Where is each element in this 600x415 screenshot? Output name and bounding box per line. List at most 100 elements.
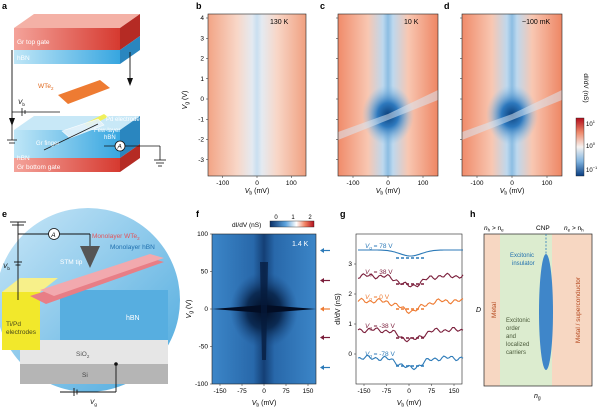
panel-b: b 130 K Vg (V) 4 3 2 1 0 -1 -2 -3 -100 0 100 Vb (… — [182, 1, 307, 197]
ylabel-b: Vg (V) — [182, 91, 191, 110]
ytick-label-f: 100 — [197, 231, 208, 238]
panel-d: d ~100 mK -100 0 100 Vb (mV) dI/dV (nS) 10… — [444, 1, 598, 197]
excitonic-order-line: and — [506, 334, 516, 340]
node-dot — [114, 362, 118, 366]
colorbar-tick-m1: 10−1 — [586, 165, 598, 174]
xlabel-h: ng — [534, 393, 541, 402]
ytick-label-b: 0 — [200, 96, 204, 103]
ytick-label-f: 50 — [201, 269, 209, 276]
curve-g — [357, 354, 464, 371]
label-vb-a: Vb — [18, 99, 25, 107]
xtick-label-c: 100 — [418, 180, 429, 187]
ti-pd-electrodes — [2, 292, 40, 350]
panel-label-d: d — [444, 1, 450, 11]
label-gr-finger: Gr finger — [36, 141, 59, 147]
ytick-label-b: 4 — [200, 15, 204, 22]
ytick-label-g: 2 — [348, 291, 352, 298]
label-metal-superconductor: Metal / superconductor — [575, 276, 582, 343]
label-hbn-top: hBN — [17, 55, 30, 62]
ytick-label-f: -50 — [199, 344, 209, 351]
panel-f: f dI/dV (nS) 0 1 2 1.4 K 100 50 0 -50 -100 -15… — [186, 209, 330, 409]
colorbar-f — [269, 220, 315, 228]
panel-g: g Vg = 78 VVg = 38 VVg = 0 VVg = -38 VVg… — [335, 209, 464, 409]
xtick-label-f: 150 — [303, 388, 314, 395]
xlabel-g: Vb (mV) — [397, 400, 422, 409]
few-layer-hbn — [61, 118, 105, 139]
ytick-label-b: -1 — [198, 116, 204, 123]
labels-g: Vg = 78 V Vg = 38 V Vg = 0 V Vg = -38 V Vg =… — [365, 243, 395, 359]
arrow-f-head-icon — [320, 306, 324, 312]
label-curve-g: Vg = 0 V — [365, 294, 390, 302]
colorbar-ticks-f: 0 1 2 — [274, 215, 312, 221]
top-gate-face — [14, 14, 140, 28]
label-monolayer-hbn: Monolayer hBN — [110, 244, 155, 251]
xtick-label-b: 100 — [286, 180, 297, 187]
xtick-label-d: 0 — [510, 180, 514, 187]
sio2-layer — [20, 340, 168, 364]
ytick-label-g: 1 — [348, 321, 352, 328]
colorbar-label-f: dI/dV (nS) — [232, 222, 261, 229]
ytick-label-b: -3 — [198, 157, 204, 164]
label-sio2: SiO2 — [76, 351, 90, 359]
yticks-g: 3 2 1 0 — [348, 261, 356, 358]
panel-label-h: h — [470, 209, 476, 219]
wte2-flake — [58, 80, 110, 104]
plot-h-frame — [483, 233, 593, 387]
yticks-f: 100 50 0 -50 -100 — [195, 231, 212, 388]
yticks-c — [336, 17, 338, 160]
colorbar-tick-0: 100 — [586, 141, 596, 150]
label-electrodes: electrodes — [6, 329, 37, 336]
arrows-f — [320, 248, 330, 370]
heatmap-c-diagonal — [338, 90, 438, 140]
label-excitonic-insulator-1: Excitonic — [510, 253, 534, 259]
panel-label-e: e — [2, 209, 7, 219]
label-metal: Metal — [491, 302, 498, 318]
xtick-label-g: 0 — [407, 388, 411, 395]
xtick-label-b: -100 — [216, 180, 229, 187]
label-excitonic-insulator-2: insulator — [512, 261, 535, 267]
temperature-f: 1.4 K — [292, 241, 309, 248]
ytick-label-f: -100 — [195, 381, 208, 388]
panel-label-b: b — [196, 1, 202, 11]
ytick-label-b: 3 — [200, 35, 204, 42]
colorbar-label-d: dI/dV (nS) — [582, 73, 589, 102]
label-vb-e: Vb — [3, 263, 10, 271]
heatmap-f-vertical — [260, 262, 268, 360]
xticks-f: -150 -75 0 75 150 — [213, 384, 314, 395]
label-ti-pd: Ti/Pd — [6, 321, 21, 328]
xtick-label-f: -150 — [213, 388, 226, 395]
xtick-label-b: 0 — [255, 180, 259, 187]
electrode-top — [2, 278, 58, 292]
label-excitonic-order: Excitonic order and localized carriers — [506, 318, 530, 356]
panel-label-f: f — [196, 209, 200, 219]
label-vg-e: Vg — [90, 399, 97, 407]
ytick-label-b: -2 — [198, 137, 204, 144]
colorbar-d — [575, 117, 585, 177]
xtick-label-g: -150 — [357, 388, 370, 395]
arrow-f-head-icon — [320, 335, 324, 340]
label-curve-g: Vg = -38 V — [365, 323, 395, 331]
panel-e: e A Vb STM tip Monolayer WTe2 — [0, 208, 180, 407]
monolayer-wte2-top — [40, 254, 164, 296]
xtick-label-g: -75 — [382, 388, 392, 395]
label-cnp: CNP — [536, 225, 550, 232]
arrow-f-head-icon — [320, 365, 324, 370]
heatmap-d-diagonal — [462, 90, 562, 140]
label-few-layer-hbn: hBN — [104, 135, 116, 141]
label-si: Si — [82, 372, 88, 379]
xlabel-c: Vb (mV) — [376, 188, 401, 197]
arrow-down-left-icon — [9, 118, 15, 126]
ylabel-h: D — [476, 307, 481, 314]
xtick-label-c: 0 — [386, 180, 390, 187]
temperature-c: 10 K — [404, 19, 419, 26]
top-hbn-side — [120, 36, 140, 64]
label-curve-g: Vg = 78 V — [365, 243, 393, 251]
ammeter-e-icon — [48, 228, 60, 240]
xtick-label-f: 0 — [262, 388, 266, 395]
top-hbn-front — [14, 50, 120, 64]
xtick-label-f: -75 — [237, 388, 247, 395]
temperature-b: 130 K — [270, 19, 289, 26]
label-few-layer: Few-layer — [94, 128, 120, 134]
label-pd-electrode: Pd electrode — [106, 117, 140, 123]
